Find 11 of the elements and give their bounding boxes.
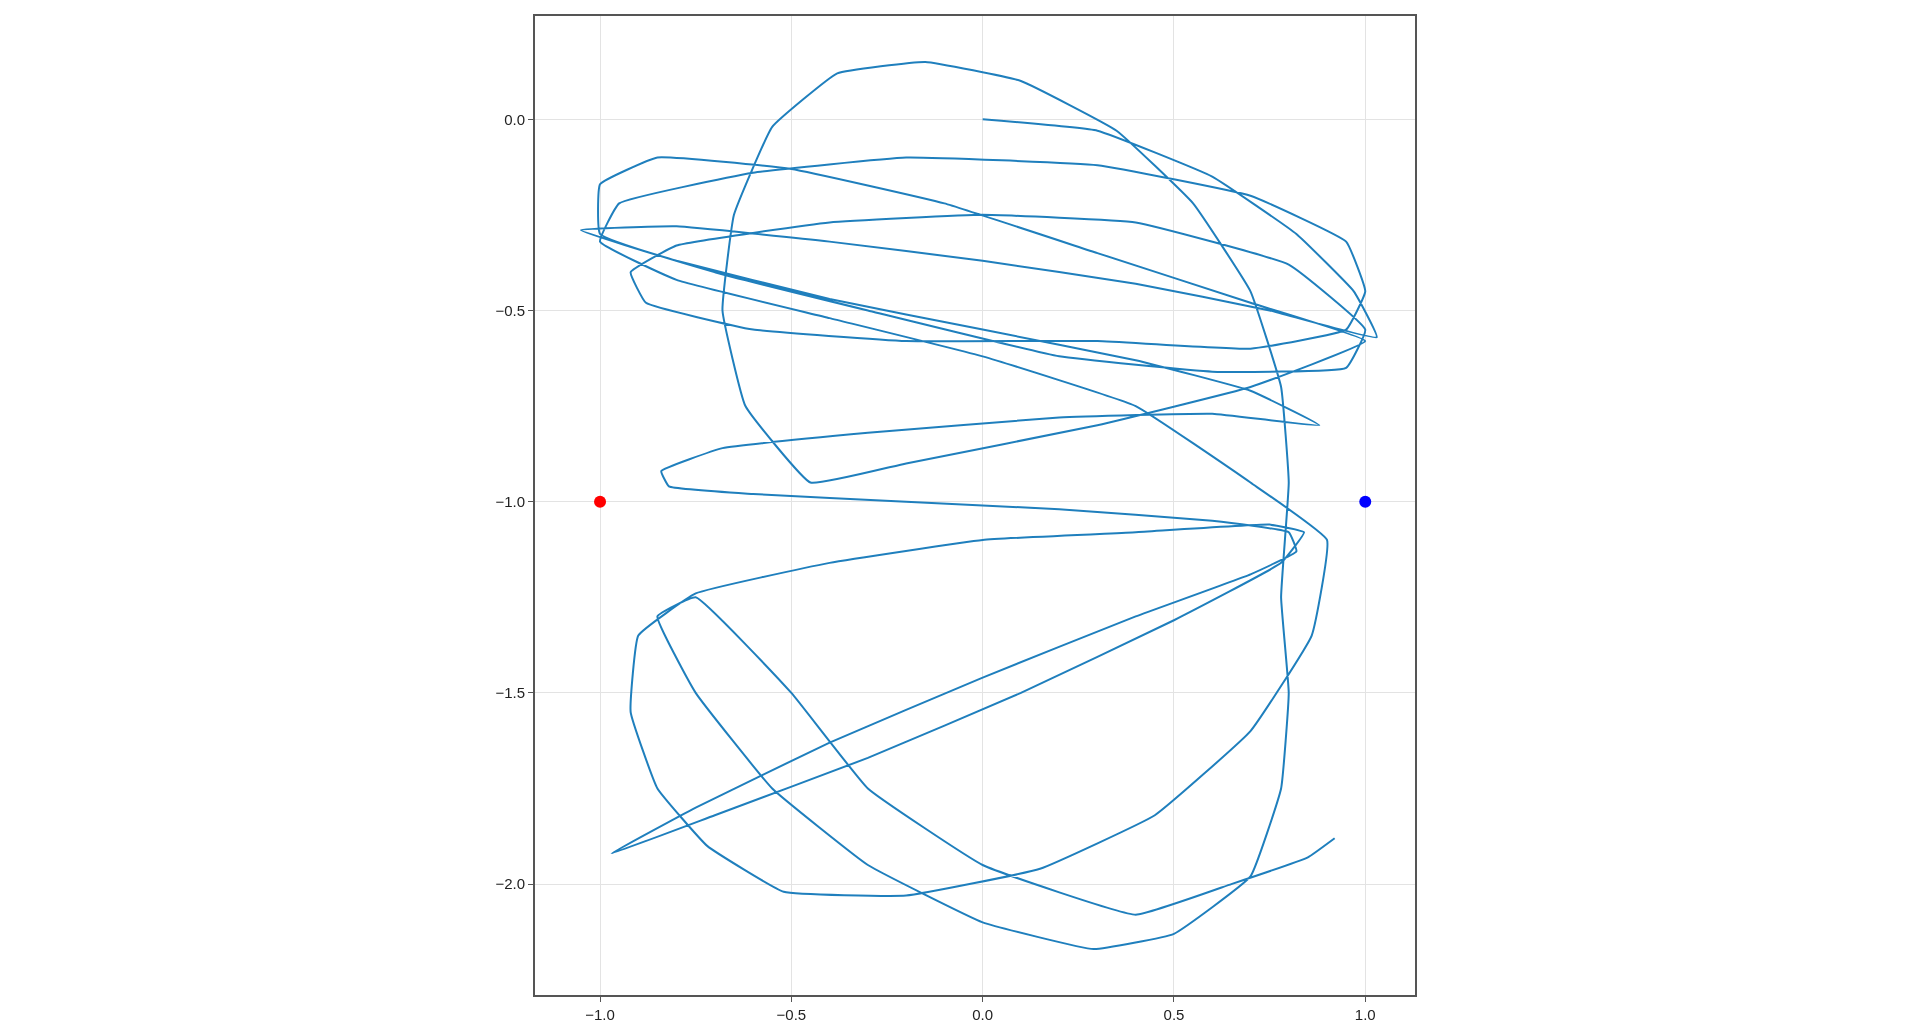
x-tick-label: 0.0	[972, 1006, 994, 1023]
x-tick-label: −0.5	[776, 1006, 807, 1023]
x-tick-label: −1.0	[585, 1006, 615, 1023]
x-tick-label: 0.5	[1163, 1006, 1185, 1023]
y-tick-label: −1.5	[495, 684, 525, 702]
y-tick-label: 0.0	[504, 110, 525, 128]
y-tick-label: −1.0	[495, 492, 525, 510]
line-series	[579, 60, 1378, 951]
y-tick-label: −0.5	[495, 301, 525, 319]
x-tick-label: 1.0	[1354, 1006, 1376, 1023]
y-tick-label: −2.0	[495, 875, 525, 893]
